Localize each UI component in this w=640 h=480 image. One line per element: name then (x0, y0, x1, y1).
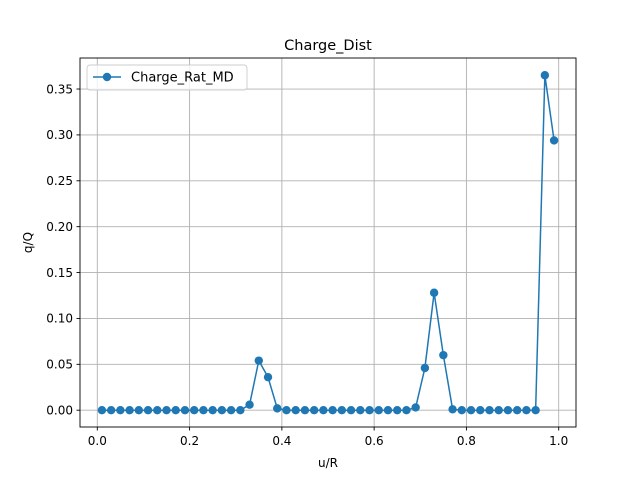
data-point (485, 406, 494, 415)
axes-frame (79, 57, 577, 428)
axes-background (80, 58, 576, 427)
data-point (189, 406, 199, 415)
x-tick-label: 0.2 (180, 434, 199, 448)
data-point (374, 406, 383, 415)
x-tick-label: 0.4 (272, 434, 291, 448)
plot-area (79, 57, 577, 428)
data-point (457, 406, 467, 415)
data-point (549, 136, 559, 145)
y-tick-label: 0.25 (46, 174, 73, 188)
data-point (106, 406, 116, 415)
chart-title: Charge_Dist (284, 38, 372, 54)
y-tick-label: 0.05 (46, 358, 73, 372)
data-point (466, 406, 476, 415)
x-tick-label: 0.0 (88, 434, 107, 448)
data-point (531, 406, 540, 415)
data-point (263, 372, 273, 382)
y-axis: 0.00 0.05 0.10 0.15 0.20 0.25 0.30 0.35 (46, 82, 80, 418)
data-point (439, 350, 448, 360)
y-tick-label: 0.00 (46, 404, 73, 418)
data-point (143, 406, 153, 415)
data-point (162, 406, 171, 415)
data-point (346, 406, 356, 415)
data-point (254, 356, 263, 365)
data-point (448, 405, 457, 414)
data-point (245, 400, 254, 409)
x-axis-label: u/R (318, 456, 338, 470)
data-point (503, 406, 513, 415)
data-point (217, 406, 227, 415)
data-point (309, 406, 319, 415)
data-point (356, 406, 365, 415)
data-point (291, 406, 300, 415)
data-point (522, 406, 531, 415)
data-point (208, 406, 217, 415)
x-axis: 0.0 0.2 0.4 0.6 0.8 1.0 (88, 427, 568, 448)
data-point (116, 406, 125, 415)
data-point (319, 406, 328, 415)
data-point (393, 406, 402, 415)
y-tick-label: 0.15 (46, 266, 73, 280)
y-tick-label: 0.10 (46, 312, 73, 326)
y-axis-label: q/Q (21, 232, 35, 253)
data-point (125, 406, 134, 415)
data-point (429, 288, 439, 297)
data-point (476, 406, 485, 415)
legend: Charge_Rat_MD (86, 64, 248, 91)
data-point (180, 406, 190, 415)
data-point (411, 403, 420, 412)
data-point (97, 406, 107, 415)
data-point (328, 406, 337, 415)
data-point (153, 406, 162, 415)
x-tick-label: 0.8 (457, 434, 476, 448)
data-point (402, 406, 411, 415)
data-point (282, 406, 291, 415)
data-point (337, 406, 347, 415)
y-tick-label: 0.20 (46, 220, 73, 234)
data-point (494, 406, 503, 415)
y-tick-label: 0.30 (46, 128, 73, 142)
data-point (383, 406, 393, 415)
data-point (134, 406, 144, 415)
legend-box (86, 64, 248, 91)
data-point (273, 404, 282, 413)
y-tick-label: 0.35 (46, 82, 73, 96)
data-point (171, 406, 180, 415)
data-point (420, 363, 430, 373)
x-tick-label: 0.6 (365, 434, 384, 448)
data-point (365, 406, 374, 415)
data-point (199, 406, 208, 415)
series-layer (97, 71, 559, 415)
legend-marker-swatch (102, 72, 112, 82)
data-point (236, 406, 245, 415)
data-point (300, 406, 310, 415)
grid (80, 58, 576, 427)
legend-label: Charge_Rat_MD (131, 71, 234, 86)
data-point (226, 406, 236, 415)
x-tick-label: 1.0 (549, 434, 568, 448)
data-point (540, 71, 550, 80)
data-point (512, 406, 522, 415)
